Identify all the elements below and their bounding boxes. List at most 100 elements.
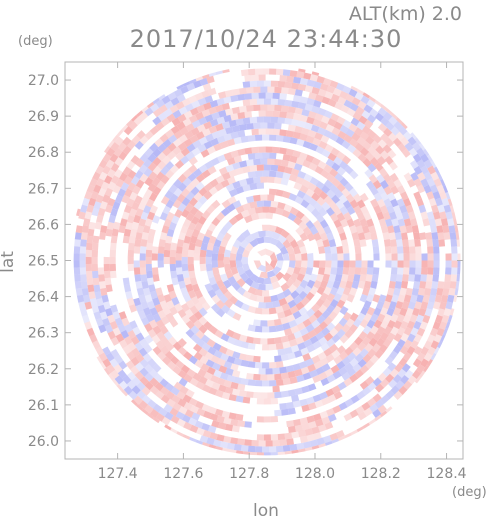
radar-cell: [89, 178, 98, 187]
radar-cell: [112, 184, 121, 194]
radar-cell: [178, 134, 188, 144]
radar-cell: [275, 305, 284, 314]
radar-cell: [91, 304, 100, 314]
radar-cell: [323, 129, 333, 139]
radar-cell: [269, 260, 278, 269]
radar-cell: [151, 177, 161, 187]
radar-cell: [165, 199, 175, 209]
radar-cell: [345, 93, 355, 103]
radar-cell: [154, 373, 164, 383]
radar-cell: [89, 298, 98, 307]
radar-cell: [362, 353, 372, 363]
radar-cell: [131, 201, 140, 211]
radar-cell: [181, 197, 191, 207]
radar-cell: [251, 92, 259, 100]
radar-cell: [262, 68, 270, 75]
radar-cell: [380, 225, 389, 234]
radar-cell: [384, 246, 392, 254]
radar-cell: [165, 312, 175, 322]
radar-cell: [74, 239, 81, 247]
radar-cell: [349, 312, 359, 322]
radar-cell: [223, 417, 232, 425]
radar-cell: [345, 318, 355, 328]
radar-cell: [152, 186, 162, 196]
radar-cell: [159, 232, 168, 241]
radar-cell: [313, 202, 323, 212]
radar-cell: [206, 145, 216, 155]
radar-cell: [81, 225, 89, 233]
radar-cell: [355, 260, 362, 268]
radar-cell: [391, 253, 398, 261]
radar-cell: [329, 184, 339, 194]
radar-cell: [315, 366, 325, 376]
radar-cell: [433, 178, 442, 187]
radar-cell: [239, 272, 249, 282]
radar-cell: [314, 94, 324, 103]
radar-cell: [313, 232, 322, 241]
radar-cell: [299, 114, 308, 123]
radar-cell: [402, 239, 409, 247]
radar-cell: [370, 313, 379, 323]
radar-cell: [382, 367, 392, 377]
radar-cell: [357, 411, 367, 421]
radar-cell: [340, 218, 349, 228]
radar-cell: [211, 420, 220, 428]
radar-cell: [89, 334, 98, 343]
radar-cell: [343, 212, 352, 221]
radar-cell: [126, 380, 136, 390]
radar-cell: [439, 301, 447, 310]
radar-cell: [407, 375, 417, 385]
radar-cell: [386, 332, 396, 342]
radar-cell: [274, 177, 282, 184]
radar-cell: [413, 178, 423, 188]
radar-cell: [212, 267, 220, 276]
radar-cell: [380, 331, 389, 342]
radar-cell: [292, 310, 302, 320]
radar-cell: [228, 169, 238, 178]
radar-cell: [232, 200, 242, 209]
radar-cell: [348, 88, 358, 98]
radar-cell: [333, 355, 343, 365]
x-axis-title: lon: [253, 501, 279, 521]
radar-cell: [204, 229, 213, 238]
radar-cell: [81, 288, 89, 296]
radar-cell: [127, 371, 137, 381]
radar-cell: [291, 431, 300, 439]
x-tick-label: 128.2: [361, 466, 401, 482]
radar-cell: [239, 334, 248, 343]
radar-cell: [302, 372, 312, 381]
radar-cell: [267, 158, 275, 165]
radar-cell: [247, 379, 256, 386]
radar-cell: [284, 294, 294, 304]
radar-cell: [437, 232, 445, 240]
radar-cell: [276, 68, 284, 76]
radar-cell: [138, 400, 149, 410]
radar-cell: [151, 267, 159, 275]
radar-cell: [188, 164, 198, 174]
radar-cell: [299, 327, 309, 337]
radar-cell: [325, 158, 335, 168]
radar-cell: [439, 191, 448, 200]
radar-cell: [100, 287, 108, 296]
radar-cell: [269, 68, 277, 75]
radar-cell: [131, 347, 141, 357]
radar-cell: [249, 293, 258, 302]
radar-cell: [275, 171, 284, 179]
radar-cell: [275, 189, 284, 197]
radar-cell: [210, 137, 219, 147]
radar-cell: [205, 249, 213, 258]
radar-cell: [292, 363, 301, 371]
radar-cell: [278, 297, 288, 307]
radar-cell: [193, 192, 203, 202]
radar-cell: [122, 145, 132, 155]
radar-cell: [158, 104, 168, 114]
radar-cell: [270, 237, 279, 246]
radar-cell: [272, 92, 280, 100]
radar-cell: [451, 260, 458, 268]
radar-cell: [262, 380, 270, 387]
radar-cell: [288, 260, 296, 269]
radar-cell: [237, 112, 246, 120]
radar-cell: [223, 96, 232, 104]
radar-cell: [227, 336, 236, 345]
radar-cell: [270, 434, 279, 441]
